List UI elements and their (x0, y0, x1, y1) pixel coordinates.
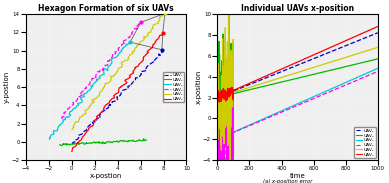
Legend: UAV₁, UAV₂, UAV₃, UAV₄, UAV₅, UAV₆: UAV₁, UAV₂, UAV₃, UAV₄, UAV₅, UAV₆ (163, 72, 184, 102)
Y-axis label: x-position: x-position (196, 70, 202, 104)
X-axis label: x-postion: x-postion (90, 173, 123, 179)
X-axis label: time: time (290, 173, 305, 179)
Legend: UAV₁, UAV₂, UAV₃, UAV₄, UAV₅, UAV₆: UAV₁, UAV₂, UAV₃, UAV₄, UAV₅, UAV₆ (354, 127, 376, 158)
Y-axis label: y-postion: y-postion (4, 71, 10, 103)
Text: (a) x-position error: (a) x-position error (263, 179, 312, 183)
Title: Hexagon Formation of six UAVs: Hexagon Formation of six UAVs (39, 4, 174, 13)
Title: Individual UAVs x-position: Individual UAVs x-position (241, 4, 354, 13)
